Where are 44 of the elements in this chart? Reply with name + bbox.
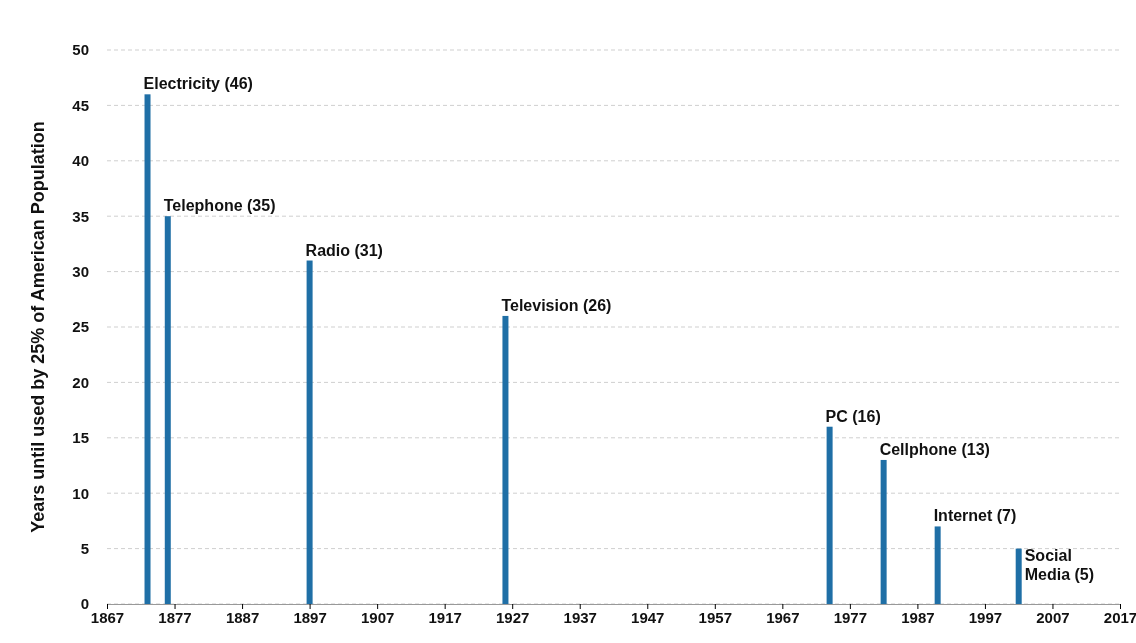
bar xyxy=(880,459,887,604)
y-tick-label: 10 xyxy=(72,484,89,502)
x-tick-label: 2007 xyxy=(1036,608,1070,626)
x-tick-label: 1987 xyxy=(901,608,935,626)
bar xyxy=(934,526,941,604)
y-tick-label: 35 xyxy=(72,207,89,225)
annotation: Telephone (35) xyxy=(163,197,276,215)
annotation: Radio (31) xyxy=(305,241,383,259)
x-tick-label: 2017 xyxy=(1103,608,1136,626)
annotation: Cellphone (13) xyxy=(879,440,990,458)
x-tick-label: 1957 xyxy=(698,608,732,626)
x-tick-label: 1967 xyxy=(766,608,800,626)
y-tick-label: 40 xyxy=(72,152,89,170)
y-tick-label: 15 xyxy=(72,429,89,447)
y-tick-label: 30 xyxy=(72,262,89,280)
x-tick-label: 1907 xyxy=(360,608,395,626)
x-tick-label: 1897 xyxy=(293,608,327,626)
annotation: Social Media (5) xyxy=(1024,546,1095,583)
y-tick-label: 20 xyxy=(72,373,89,391)
x-tick-label: 1937 xyxy=(563,608,597,626)
annotation: Television (26) xyxy=(501,296,612,314)
bar xyxy=(164,216,171,604)
annotation: Internet (7) xyxy=(933,507,1017,525)
x-tick-label: 1917 xyxy=(428,608,462,626)
annotation: PC (16) xyxy=(825,407,881,425)
x-tick-label: 1867 xyxy=(90,608,125,626)
x-tick-label: 1887 xyxy=(225,608,260,626)
bar xyxy=(1015,548,1022,604)
annotation: Electricity (46) xyxy=(143,75,253,93)
y-axis-title: Years until used by 25% of American Population xyxy=(28,121,48,533)
x-tick-label: 1947 xyxy=(631,608,665,626)
bar xyxy=(144,94,151,604)
y-tick-label: 50 xyxy=(72,41,89,59)
y-tick-label: 0 xyxy=(80,595,89,613)
bar xyxy=(502,315,509,604)
y-tick-label: 45 xyxy=(72,96,89,114)
x-tick-label: 1977 xyxy=(833,608,868,626)
y-tick-label: 5 xyxy=(80,539,89,557)
x-tick-label: 1877 xyxy=(158,608,192,626)
x-tick-label: 1997 xyxy=(968,608,1003,626)
bar xyxy=(306,260,313,604)
bar xyxy=(826,426,833,604)
y-tick-label: 25 xyxy=(72,318,89,336)
x-tick-label: 1927 xyxy=(496,608,530,626)
